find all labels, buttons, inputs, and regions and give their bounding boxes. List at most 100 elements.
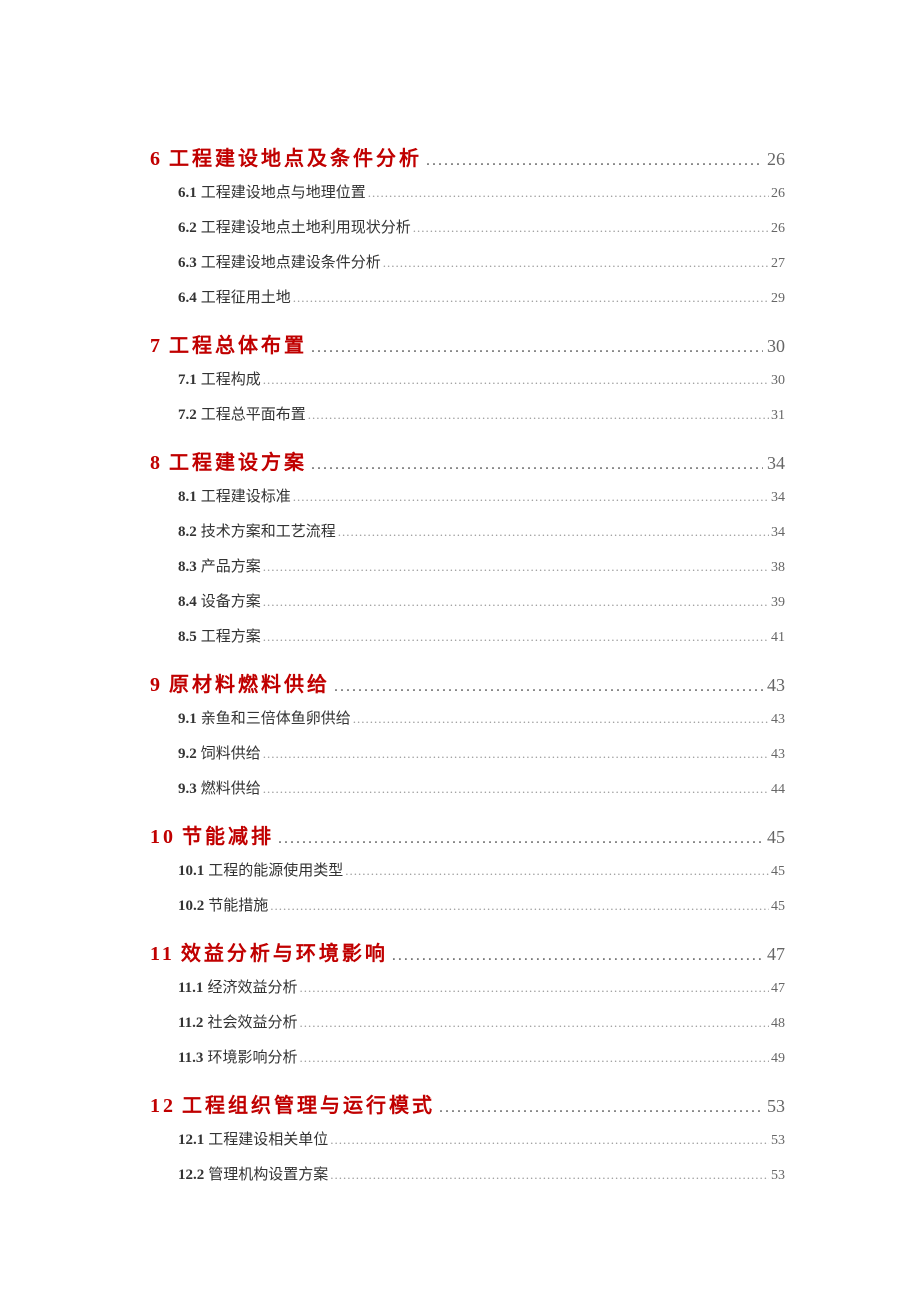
chapter-number: 7	[150, 335, 163, 358]
toc-subsection[interactable]: 10.1工程的能源使用类型...........................…	[178, 859, 785, 880]
subsection-page-number: 26	[771, 186, 785, 202]
toc-subsection[interactable]: 6.4工程征用土地...............................…	[178, 286, 785, 307]
leader-dots: ........................................…	[293, 489, 769, 505]
toc-chapter-heading[interactable]: 9原材料燃料供给................................…	[150, 668, 785, 697]
leader-dots: ........................................…	[278, 830, 763, 848]
subsection-title: 技术方案和工艺流程	[201, 520, 336, 541]
subsection-number: 6.3	[178, 255, 197, 272]
toc-subsection[interactable]: 9.3燃料供给.................................…	[178, 777, 785, 798]
chapter-page-number: 34	[767, 453, 785, 474]
chapter-page-number: 43	[767, 675, 785, 696]
subsection-title: 管理机构设置方案	[208, 1163, 328, 1184]
subsection-page-number: 45	[771, 899, 785, 915]
toc-subsection[interactable]: 12.2管理机构设置方案............................…	[178, 1163, 785, 1184]
toc-section: 6工程建设地点及条件分析............................…	[150, 142, 785, 307]
subsection-number: 8.5	[178, 629, 197, 646]
toc-chapter-heading[interactable]: 7工程总体布置.................................…	[150, 329, 785, 358]
subsection-title: 产品方案	[201, 555, 261, 576]
subsection-title: 经济效益分析	[207, 976, 297, 997]
leader-dots: ........................................…	[263, 629, 769, 645]
toc-subsection[interactable]: 11.1经济效益分析..............................…	[178, 976, 785, 997]
subsection-title: 工程构成	[201, 368, 261, 389]
toc-subsection[interactable]: 8.3产品方案.................................…	[178, 555, 785, 576]
subsection-title: 工程的能源使用类型	[208, 859, 343, 880]
leader-dots: ........................................…	[392, 947, 763, 965]
leader-dots: ........................................…	[330, 1132, 769, 1148]
toc-chapter-heading[interactable]: 10节能减排..................................…	[150, 820, 785, 849]
subsection-page-number: 39	[771, 595, 785, 611]
toc-chapter-heading[interactable]: 11效益分析与环境影响.............................…	[150, 937, 785, 966]
subsection-title: 亲鱼和三倍体鱼卵供给	[201, 707, 351, 728]
chapter-number: 8	[150, 452, 163, 475]
toc-subsection[interactable]: 8.4设备方案.................................…	[178, 590, 785, 611]
leader-dots: ........................................…	[368, 185, 769, 201]
subsection-title: 工程建设地点建设条件分析	[201, 251, 381, 272]
subsection-title: 社会效益分析	[207, 1011, 297, 1032]
leader-dots: ........................................…	[270, 898, 769, 914]
toc-subsection[interactable]: 8.2技术方案和工艺流程............................…	[178, 520, 785, 541]
subsection-page-number: 43	[771, 712, 785, 728]
toc-section: 9原材料燃料供给................................…	[150, 668, 785, 798]
subsection-title: 工程建设地点与地理位置	[201, 181, 366, 202]
chapter-page-number: 53	[767, 1096, 785, 1117]
subsection-page-number: 31	[771, 408, 785, 424]
subsection-page-number: 34	[771, 525, 785, 541]
chapter-number: 9	[150, 674, 163, 697]
leader-dots: ........................................…	[426, 152, 763, 170]
toc-subsection[interactable]: 12.1工程建设相关单位............................…	[178, 1128, 785, 1149]
toc-section: 10节能减排..................................…	[150, 820, 785, 915]
toc-subsection[interactable]: 6.1工程建设地点与地理位置..........................…	[178, 181, 785, 202]
toc-subsection[interactable]: 11.3环境影响分析..............................…	[178, 1046, 785, 1067]
subsection-number: 6.4	[178, 290, 197, 307]
leader-dots: ........................................…	[293, 290, 769, 306]
leader-dots: ........................................…	[439, 1099, 763, 1117]
leader-dots: ........................................…	[263, 594, 769, 610]
subsection-number: 9.2	[178, 746, 197, 763]
toc-section: 12工程组织管理与运行模式...........................…	[150, 1089, 785, 1184]
toc-subsection[interactable]: 7.1工程构成.................................…	[178, 368, 785, 389]
toc-chapter-heading[interactable]: 6工程建设地点及条件分析............................…	[150, 142, 785, 171]
toc-subsection[interactable]: 8.5工程方案.................................…	[178, 625, 785, 646]
subsection-title: 工程建设相关单位	[208, 1128, 328, 1149]
leader-dots: ........................................…	[308, 407, 769, 423]
subsection-number: 9.1	[178, 711, 197, 728]
leader-dots: ........................................…	[299, 1050, 769, 1066]
subsection-number: 7.1	[178, 372, 197, 389]
subsection-page-number: 27	[771, 256, 785, 272]
toc-subsection[interactable]: 7.2工程总平面布置..............................…	[178, 403, 785, 424]
chapter-number: 11	[150, 943, 175, 966]
subsection-page-number: 48	[771, 1016, 785, 1032]
subsection-page-number: 45	[771, 864, 785, 880]
subsection-number: 8.4	[178, 594, 197, 611]
table-of-contents: 6工程建设地点及条件分析............................…	[150, 142, 785, 1184]
subsection-page-number: 53	[771, 1168, 785, 1184]
subsection-page-number: 49	[771, 1051, 785, 1067]
leader-dots: ........................................…	[299, 980, 769, 996]
leader-dots: ........................................…	[299, 1015, 769, 1031]
toc-chapter-heading[interactable]: 12工程组织管理与运行模式...........................…	[150, 1089, 785, 1118]
toc-chapter-heading[interactable]: 8工程建设方案.................................…	[150, 446, 785, 475]
toc-subsection[interactable]: 9.2饲料供给.................................…	[178, 742, 785, 763]
subsection-page-number: 44	[771, 782, 785, 798]
leader-dots: ........................................…	[263, 372, 769, 388]
toc-subsection[interactable]: 6.3工程建设地点建设条件分析.........................…	[178, 251, 785, 272]
subsection-number: 6.1	[178, 185, 197, 202]
subsection-number: 11.1	[178, 980, 203, 997]
leader-dots: ........................................…	[311, 456, 763, 474]
subsection-number: 6.2	[178, 220, 197, 237]
toc-subsection[interactable]: 8.1工程建设标准...............................…	[178, 485, 785, 506]
toc-subsection[interactable]: 9.1亲鱼和三倍体鱼卵供给...........................…	[178, 707, 785, 728]
chapter-number: 12	[150, 1095, 176, 1118]
subsection-number: 11.3	[178, 1050, 203, 1067]
toc-subsection[interactable]: 11.2社会效益分析..............................…	[178, 1011, 785, 1032]
chapter-title: 节能减排	[182, 820, 274, 849]
leader-dots: ........................................…	[345, 863, 769, 879]
toc-subsection[interactable]: 10.2节能措施................................…	[178, 894, 785, 915]
toc-subsection[interactable]: 6.2工程建设地点土地利用现状分析.......................…	[178, 216, 785, 237]
chapter-page-number: 47	[767, 944, 785, 965]
toc-section: 11效益分析与环境影响.............................…	[150, 937, 785, 1067]
subsection-page-number: 41	[771, 630, 785, 646]
subsection-title: 工程建设标准	[201, 485, 291, 506]
toc-section: 8工程建设方案.................................…	[150, 446, 785, 646]
leader-dots: ........................................…	[330, 1167, 769, 1183]
